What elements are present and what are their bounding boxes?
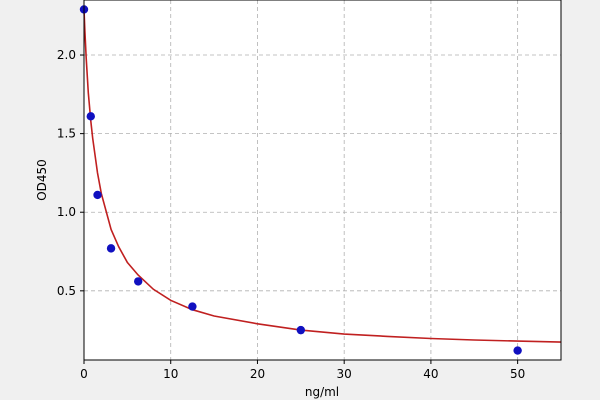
x-tick-label: 10 — [163, 367, 178, 381]
plot-frame — [83, 0, 562, 361]
y-tick-label: 2.0 — [57, 48, 76, 62]
y-tick-label: 1.5 — [57, 127, 76, 141]
data-point — [296, 325, 306, 335]
x-tick-label: 50 — [510, 367, 525, 381]
x-axis-ticks: 0 10 20 30 40 50 — [80, 360, 525, 381]
grid-lines — [84, 0, 561, 360]
plot-area — [84, 0, 561, 360]
data-point — [134, 277, 143, 286]
data-point — [93, 190, 102, 200]
x-tick-label: 20 — [250, 367, 265, 381]
x-axis-label: ng/ml — [305, 385, 339, 399]
data-point — [106, 244, 116, 253]
x-tick-label: 40 — [423, 367, 438, 381]
y-tick-label: 0.5 — [57, 284, 76, 298]
y-tick-label: 1.0 — [57, 205, 76, 219]
x-tick-label: 30 — [337, 367, 352, 381]
y-axis-ticks: 0.5 1.0 1.5 2.0 — [57, 48, 84, 298]
x-tick-label: 0 — [80, 367, 88, 381]
data-points-layer — [79, 5, 522, 355]
data-point — [513, 346, 522, 355]
data-point — [86, 112, 95, 121]
data-point — [188, 302, 197, 311]
y-axis-label: OD450 — [35, 159, 49, 201]
